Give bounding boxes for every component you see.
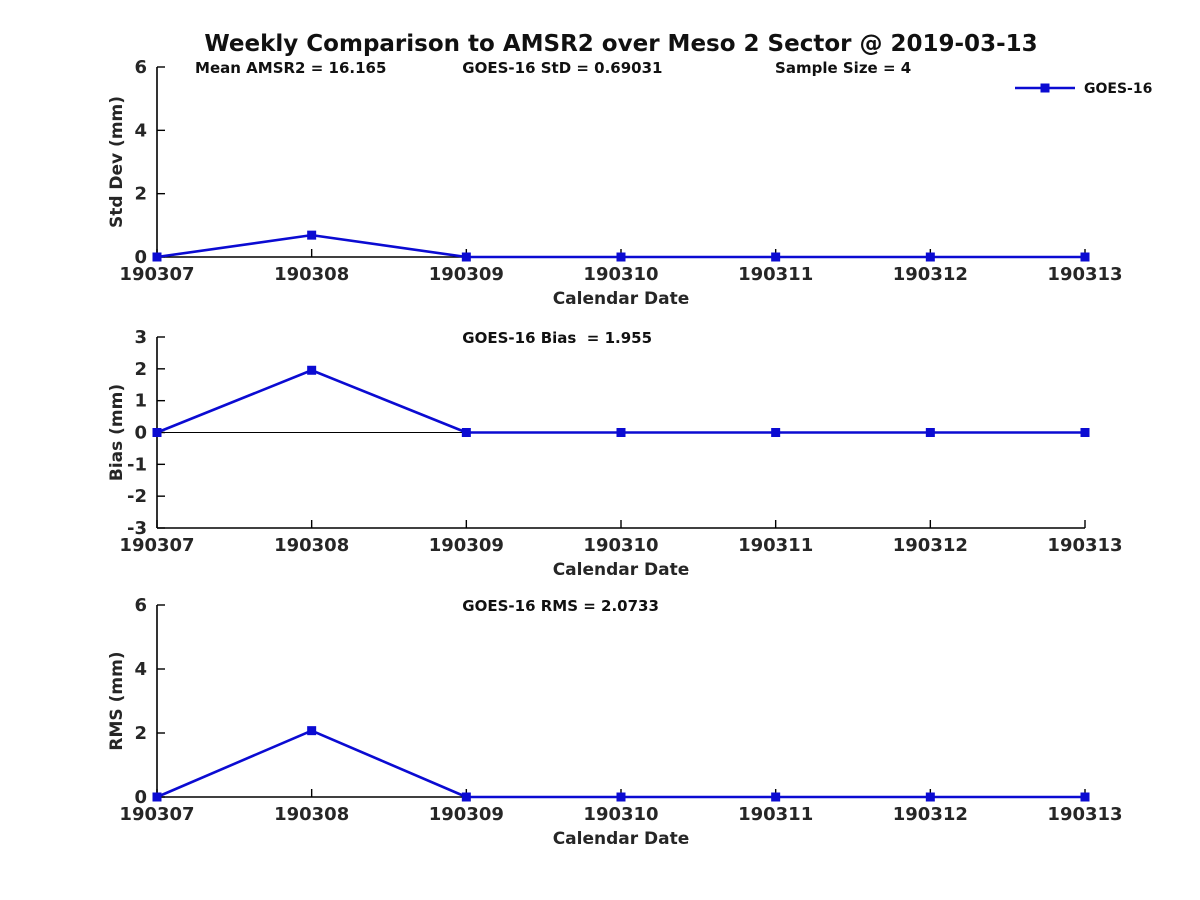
legend-label: GOES-16 [1084,81,1152,97]
x-tick-label: 190310 [583,264,658,285]
y-axis-label: RMS (mm) [107,651,127,750]
y-tick-label: -3 [127,518,147,539]
y-tick-label: 0 [134,247,147,268]
y-tick-label: 3 [134,327,147,348]
x-tick-label: 190311 [738,804,813,825]
x-axis-label: Calendar Date [553,560,690,580]
data-point-marker [307,365,317,375]
subplot-rms: 0 2 4 6 190307 190308 190309 190310 190311 190312… [107,595,1123,849]
figure-title: Weekly Comparison to AMSR2 over Meso 2 S… [204,31,1037,57]
x-tick-label: 190311 [738,264,813,285]
legend-marker [1040,83,1050,93]
data-point-marker [1080,252,1090,262]
legend: GOES-16 [1015,81,1152,97]
stat-annotation: GOES-16 StD = 0.69031 [462,59,662,77]
y-tick-label: 6 [134,57,147,78]
y-axis-label: Std Dev (mm) [107,96,127,228]
data-point-marker [925,792,935,802]
data-point-marker [925,428,935,437]
x-tick-label: 190313 [1047,264,1122,285]
data-point-marker [461,252,471,262]
data-point-marker [1080,792,1090,802]
y-tick-label: 2 [134,359,147,380]
data-point-marker [307,230,317,240]
data-point-marker [152,252,162,262]
data-point-marker [616,252,626,262]
x-tick-label: 190312 [893,264,968,285]
y-tick-label: 0 [134,787,147,808]
x-tick-label: 190312 [893,535,968,556]
data-point-marker [152,792,162,802]
y-tick-label: 4 [134,120,147,141]
y-tick-label: 1 [134,391,147,412]
y-tick-label: 6 [134,595,147,616]
x-tick-label: 190310 [583,804,658,825]
x-tick-label: 190308 [274,264,349,285]
x-tick-label: 190313 [1047,535,1122,556]
data-point-marker [461,428,471,437]
x-axis-label: Calendar Date [553,829,690,849]
subplot-bias: -3 -2 -1 0 1 2 3 190307 190308 190309 190310 190311… [107,327,1123,580]
y-tick-label: 0 [134,423,147,444]
x-tick-label: 190311 [738,535,813,556]
stat-annotation: GOES-16 RMS = 2.0733 [462,597,659,615]
data-point-marker [771,428,781,437]
y-tick-label: 2 [134,184,147,205]
data-point-marker [616,428,626,437]
stat-annotation: GOES-16 Bias = 1.955 [462,329,652,347]
data-point-marker [152,428,162,437]
data-point-marker [461,792,471,802]
x-tick-label: 190309 [429,535,504,556]
x-tick-label: 190308 [274,535,349,556]
y-tick-label: 4 [134,659,147,680]
subplot-stddev: 0 2 4 6 190307 190308 190309 190310 190311 190312… [107,57,1123,309]
series-line [156,368,1085,434]
y-axis-label: Bias (mm) [107,384,127,481]
data-point-marker [616,792,626,802]
x-tick-label: 190313 [1047,804,1122,825]
stat-annotation: Mean AMSR2 = 16.165 [195,59,386,77]
data-point-marker [771,252,781,262]
x-tick-label: 190307 [119,535,194,556]
series-line [156,729,1085,799]
x-tick-label: 190312 [893,804,968,825]
x-tick-label: 190309 [429,804,504,825]
y-tick-label: -1 [127,454,147,475]
x-axis-label: Calendar Date [553,289,690,309]
data-point-marker [771,792,781,802]
x-tick-label: 190310 [583,535,658,556]
y-tick-label: 2 [134,723,147,744]
x-tick-label: 190308 [274,804,349,825]
data-point-marker [307,726,317,736]
data-point-marker [1080,428,1090,437]
x-tick-label: 190307 [119,804,194,825]
y-tick-label: -2 [127,486,147,507]
data-point-marker [925,252,935,262]
x-tick-label: 190309 [429,264,504,285]
stat-annotation: Sample Size = 4 [775,59,911,77]
x-tick-label: 190307 [119,264,194,285]
